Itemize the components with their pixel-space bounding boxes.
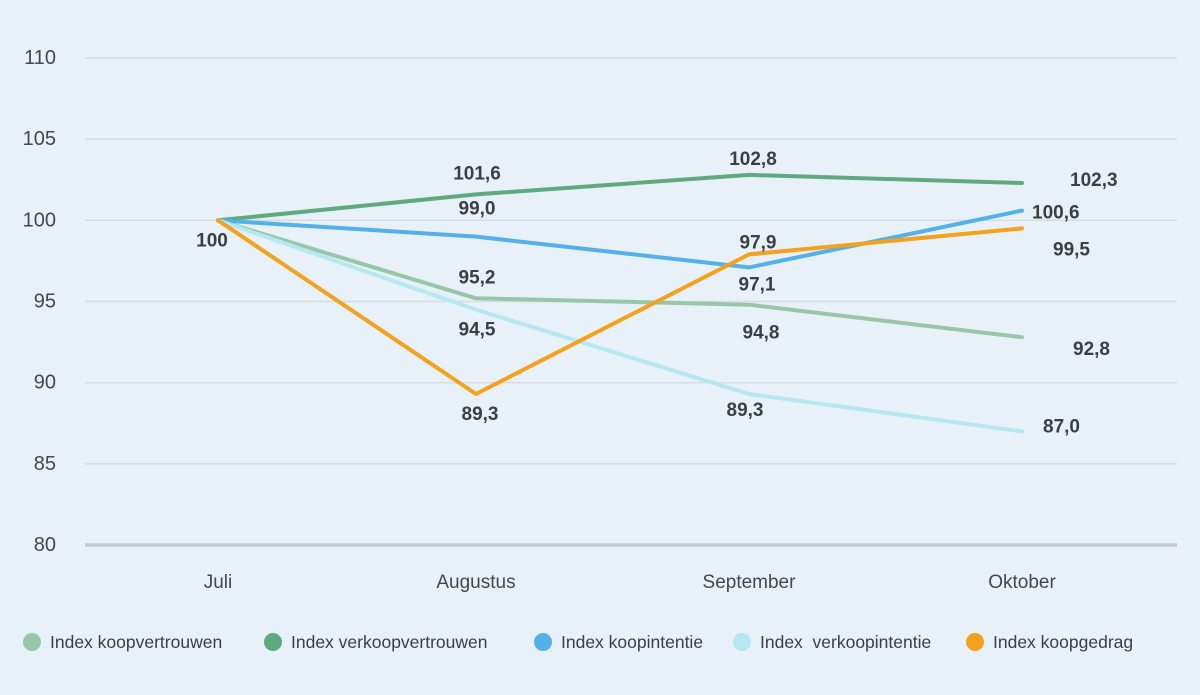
legend-label: Index koopgedrag [993,632,1134,652]
data-point-label: 99,0 [459,199,496,220]
legend-dot-icon [264,633,282,651]
x-axis-month-label: September [703,572,797,593]
data-point-label: 95,2 [459,267,496,288]
legend-dot-icon [534,633,552,651]
data-point-label: 97,9 [740,232,777,253]
legend-item-4[interactable]: Index verkoopintentie [733,632,931,652]
legend-label: Index koopvertrouwen [50,632,223,652]
data-point-label: 89,3 [462,404,499,425]
chart-legend: Index koopvertrouwen Index verkoopvertrou… [0,632,1200,654]
series-line-4 [216,218,1024,434]
y-axis-tick-label: 90 [34,372,56,394]
data-point-label: 99,5 [1053,239,1090,260]
legend-item-2[interactable]: Index verkoopvertrouwen [264,632,488,652]
legend-dot-icon [733,633,751,651]
y-axis-tick-label: 85 [34,453,56,475]
series-line-5 [216,218,1024,396]
data-point-label: 102,3 [1070,170,1118,191]
y-axis-tick-label: 105 [23,128,56,150]
x-axis-month-label: Juli [204,572,233,593]
series-line-3 [216,208,1024,270]
series-line-2 [216,172,1024,223]
data-point-label: 100,6 [1032,203,1080,224]
x-axis-month-label: Augustus [436,572,515,593]
legend-item-1[interactable]: Index koopvertrouwen [23,632,222,652]
data-point-label: 101,6 [453,163,501,184]
start-point-label: 100 [196,230,228,251]
series-line-1 [216,218,1024,340]
data-point-label: 92,8 [1073,339,1110,360]
legend-dot-icon [966,633,984,651]
legend-item-3[interactable]: Index koopintentie [534,632,703,652]
y-axis-tick-label: 100 [23,209,56,231]
data-point-label: 87,0 [1043,416,1080,437]
y-axis-tick-label: 80 [34,534,56,556]
data-point-label: 94,5 [459,320,496,341]
y-axis-tick-label: 110 [24,47,56,69]
legend-dot-icon [23,633,41,651]
legend-item-5[interactable]: Index koopgedrag [966,632,1133,652]
data-point-label: 89,3 [727,400,764,421]
data-point-label: 97,1 [739,274,776,295]
legend-label: Index koopintentie [561,632,704,652]
data-point-label: 102,8 [729,149,777,170]
data-point-label: 94,8 [743,323,780,344]
legend-label: Index verkoopintentie [760,632,932,652]
legend-label: Index verkoopvertrouwen [291,632,488,652]
y-axis-tick-label: 95 [34,291,56,313]
x-axis-month-label: Oktober [988,572,1056,593]
